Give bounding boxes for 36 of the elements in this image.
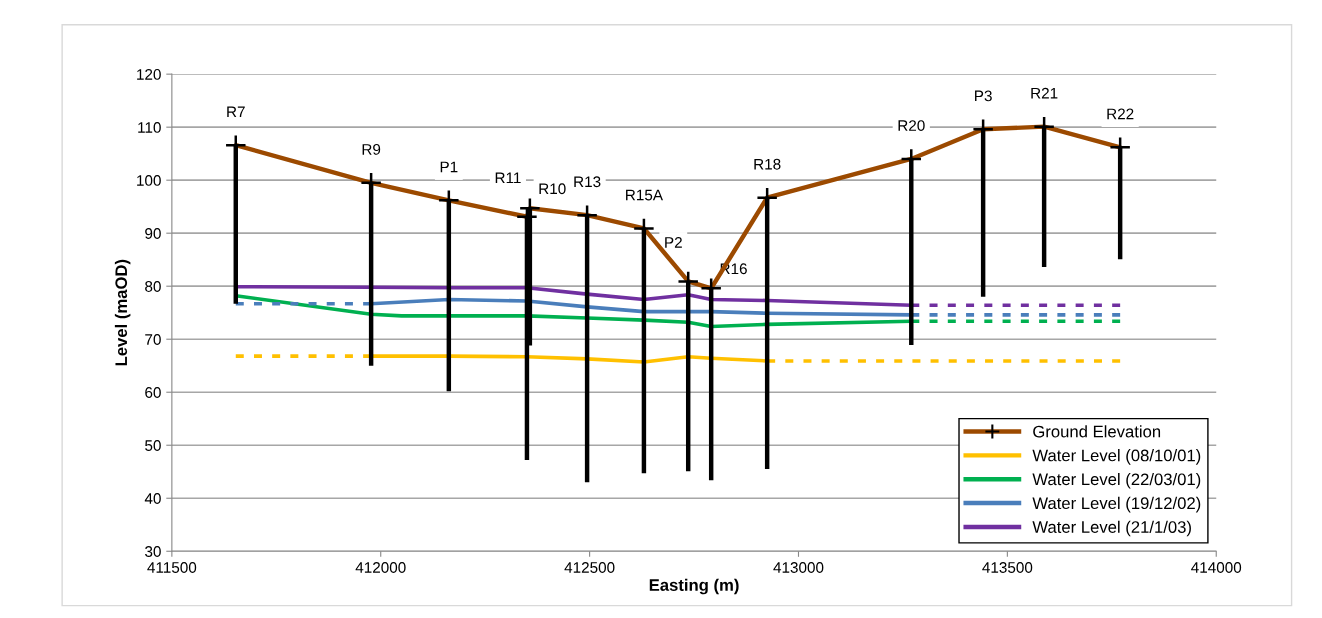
x-tick-label: 412500 [564,562,615,573]
annotation: R18 [754,158,781,170]
y-tick-label: 40 [144,493,161,504]
y-tick-label: 90 [145,228,161,239]
y-tick-label: 80 [145,281,161,292]
x-axis-title: Easting (m) [649,578,739,595]
annotation: P3 [975,90,992,102]
y-axis-title: Level (maOD) [114,259,131,366]
annotation: R15A [626,189,663,201]
y-tick-label: 30 [145,546,161,557]
y-tick-label: 110 [138,122,161,133]
legend-label: Water Level (22/03/01) [1032,472,1201,489]
y-tick-label: 60 [145,387,161,398]
legend-label: Water Level (08/10/01) [1032,449,1201,465]
legend-label: Water Level (19/12/02) [1032,496,1201,513]
x-tick-label: 411500 [147,562,197,573]
annotation: R9 [362,143,381,155]
annotation: R20 [898,120,925,131]
legend-label: Ground Elevation [1033,425,1161,438]
y-tick-label: 100 [137,175,161,186]
annotation: R10 [539,183,566,195]
y-tick-label: 50 [145,440,161,451]
annotation: R13 [574,176,601,188]
x-tick-label: 414000 [1191,562,1242,573]
annotation: R21 [1031,87,1058,99]
annotation: P1 [440,161,458,173]
y-tick-label: 70 [145,334,161,345]
annotation: R22 [1107,108,1134,120]
x-tick-label: 413500 [982,562,1033,573]
x-tick-label: 413000 [773,562,824,573]
annotation: R11 [495,172,521,184]
annotation: P2 [665,237,682,248]
annotation: R7 [227,106,245,118]
x-tick-label: 412000 [355,562,406,573]
legend-label: Water Level (21/1/03) [1032,520,1191,537]
y-tick-label: 120 [137,69,161,80]
